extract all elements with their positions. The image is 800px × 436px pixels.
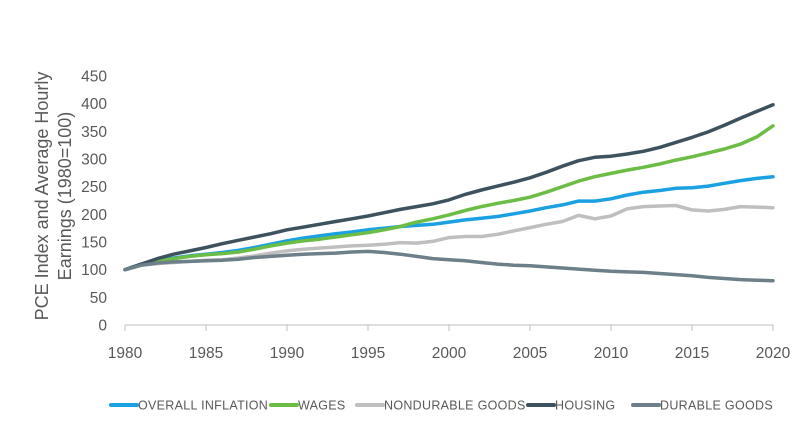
y-tick-label: 0 <box>98 318 107 335</box>
x-tick-label: 2005 <box>513 345 547 362</box>
y-tick-label: 100 <box>81 262 107 279</box>
series-line-overall-inflation <box>123 174 775 272</box>
legend: OVERALL INFLATION WAGES NONDURABLE GOODS HO… <box>109 399 773 413</box>
y-tick-label: 50 <box>90 290 108 307</box>
y-tick-label: 350 <box>81 124 107 141</box>
y-tick-label: 200 <box>81 207 107 224</box>
y-axis-title-line-2: Earnings (1980=100) <box>55 112 75 281</box>
x-tick-label: 1985 <box>189 345 223 362</box>
y-axis-title-line-1: PCE Index and Average Hourly <box>32 72 52 321</box>
y-tick-label: 150 <box>81 235 107 252</box>
y-tick-label: 450 <box>81 69 107 86</box>
x-tick-label: 1990 <box>270 345 305 362</box>
legend-label-housing: HOUSING <box>555 399 615 413</box>
legend-label-overall-inflation: OVERALL INFLATION <box>138 399 268 413</box>
series-line-durable-goods <box>123 249 775 283</box>
legend-label-nondurable-goods: NONDURABLE GOODS <box>384 399 526 413</box>
x-tick-label: 2000 <box>432 345 467 362</box>
y-tick-label: 400 <box>81 96 107 113</box>
y-axis-title: PCE Index and Average Hourly Earnings (1… <box>32 72 75 321</box>
x-tick-label: 1980 <box>108 345 143 362</box>
series-lines <box>123 103 775 283</box>
series-line-wages <box>123 124 775 272</box>
x-tick-label: 1995 <box>351 345 385 362</box>
y-tick-label: 300 <box>81 152 107 169</box>
x-axis: 1980 1985 1990 1995 2000 2005 2010 2015 2020 <box>108 324 791 362</box>
y-axis-ticks: 0 50 100 150 200 250 300 350 400 450 <box>81 69 107 335</box>
legend-label-durable-goods: DURABLE GOODS <box>660 399 773 413</box>
y-tick-label: 250 <box>81 179 107 196</box>
series-line-housing <box>123 103 775 272</box>
x-tick-label: 2010 <box>594 345 629 362</box>
x-tick-label: 2015 <box>675 345 709 362</box>
legend-label-wages: WAGES <box>298 399 346 413</box>
x-tick-label: 2020 <box>756 345 791 362</box>
